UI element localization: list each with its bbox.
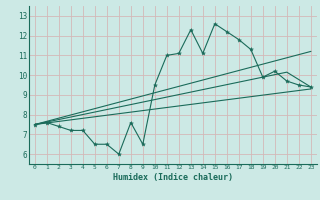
X-axis label: Humidex (Indice chaleur): Humidex (Indice chaleur)	[113, 173, 233, 182]
